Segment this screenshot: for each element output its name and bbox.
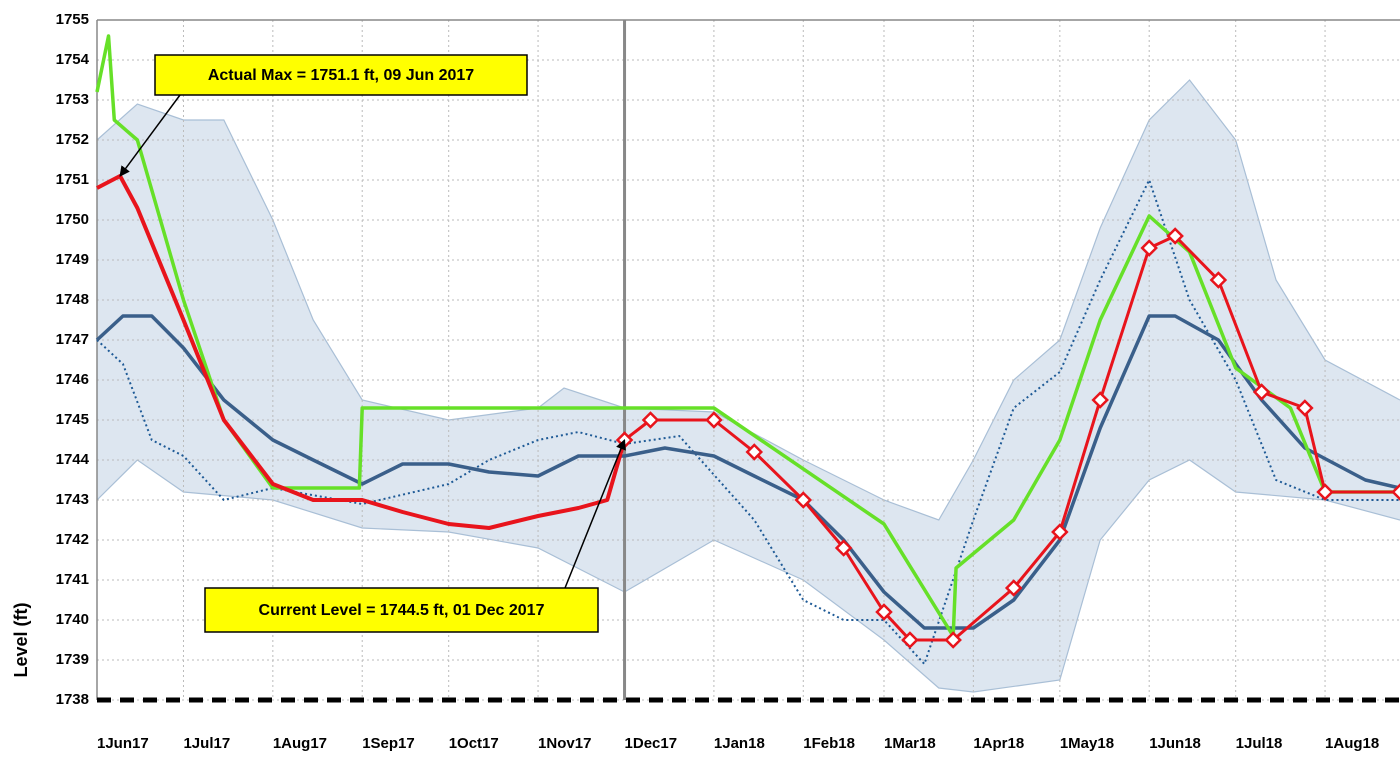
diamond-marker [1316,483,1334,501]
y-tick-label: 1739 [56,651,89,668]
annotation-arrow [119,94,181,177]
x-tick-label: 1Apr18 [973,735,1024,752]
series-line [96,179,1400,665]
y-tick-label: 1749 [56,251,89,268]
band-lower-edge [96,459,1400,693]
diamond-marker [1004,579,1023,597]
x-tick-label: 1Mar18 [884,735,936,752]
diamond-marker [834,539,853,557]
annotation-arrow [564,439,626,589]
diamond-marker [641,411,660,429]
diamond-marker [875,603,893,621]
diamond-marker [1252,383,1271,401]
series-line [95,314,1400,630]
diamond-marker [1391,483,1400,501]
y-tick-label: 1750 [56,211,89,228]
series-line [95,34,1400,638]
x-tick-label: 1May18 [1060,735,1114,752]
diamond-marker [705,411,723,429]
diamond-marker [1166,227,1184,245]
y-tick-label: 1745 [56,411,89,428]
y-tick-label: 1754 [56,51,90,68]
y-tick-label: 1752 [56,131,89,148]
x-tick-label: 1Aug17 [273,735,327,752]
y-tick-label: 1738 [56,691,89,708]
x-tick-label: 1Nov17 [538,735,591,752]
diamond-marker [1091,391,1109,409]
y-tick-label: 1748 [56,291,89,308]
y-tick-label: 1747 [56,331,89,348]
diamond-marker [1209,271,1228,289]
annotation-box [154,54,528,96]
y-tick-label: 1740 [56,611,89,628]
x-tick-label: 1Aug18 [1325,735,1379,752]
x-tick-label: 1Jun18 [1149,735,1201,752]
x-tick-label: 1Feb18 [803,735,855,752]
diamond-marker [794,491,813,509]
diamond-marker [901,631,919,649]
x-tick-label: 1Jun17 [97,735,149,752]
x-tick-label: 1Oct17 [449,735,499,752]
y-tick-label: 1741 [56,571,89,588]
x-tick-label: 1Jan18 [714,735,765,752]
annotation-box [204,587,599,633]
series-line [96,174,627,530]
y-tick-label: 1746 [56,371,89,388]
diamond-marker [745,443,764,461]
x-tick-label: 1Jul18 [1236,735,1283,752]
diamond-marker [944,631,962,649]
annotation-text: Actual Max = 1751.1 ft, 09 Jun 2017 [208,67,474,84]
y-tick-label: 1755 [56,11,89,28]
annotation-text: Current Level = 1744.5 ft, 01 Dec 2017 [259,602,545,619]
y-tick-label: 1743 [56,491,89,508]
y-tick-label: 1744 [56,451,90,468]
x-tick-label: 1Sep17 [362,735,415,752]
diamond-marker [1296,399,1314,417]
y-tick-label: 1751 [56,171,89,188]
x-tick-label: 1Jul17 [183,735,230,752]
diamond-marker [1140,239,1158,257]
x-tick-label: 1Dec17 [625,735,678,752]
y-tick-label: 1742 [56,531,89,548]
diamond-marker [1051,523,1069,541]
range-band [97,80,1400,692]
y-tick-label: 1753 [56,91,89,108]
y-axis-label: Level (ft) [11,602,31,677]
